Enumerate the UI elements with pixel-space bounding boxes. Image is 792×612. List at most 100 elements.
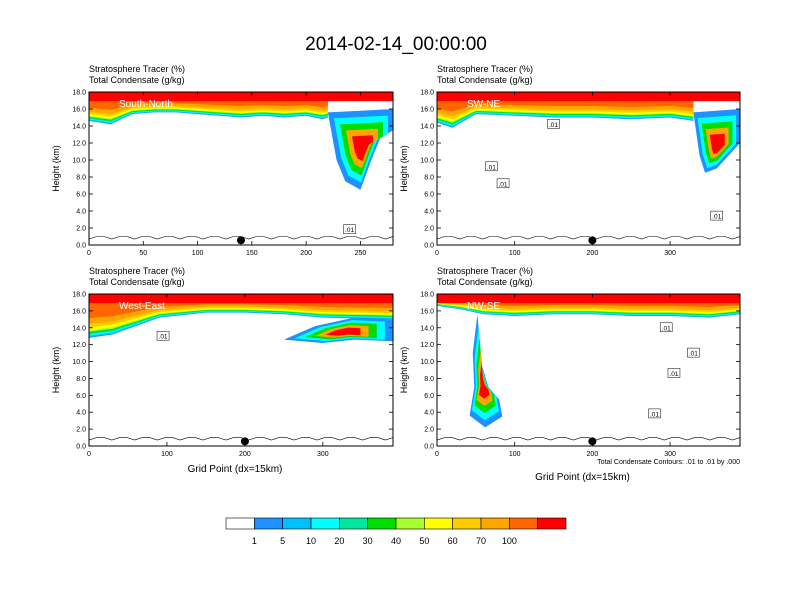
colorbar: 1 5 10 20 30 40 50 60 70 100 bbox=[225, 517, 567, 546]
colorbar-swatch bbox=[225, 517, 255, 530]
contour-note: Total Condensate Contours: .01 to .01 by… bbox=[597, 459, 740, 466]
condensate-contour bbox=[437, 236, 740, 240]
y-tick-label: 12.0 bbox=[72, 141, 86, 148]
x-tick-label: 200 bbox=[239, 451, 251, 458]
x-tick-label: 100 bbox=[192, 250, 204, 257]
contour-label: .01 bbox=[499, 181, 508, 188]
colorbar-label: 1 bbox=[252, 536, 257, 546]
colorbar-label: 30 bbox=[363, 536, 373, 546]
colorbar-swatch bbox=[537, 517, 567, 530]
colorbar-swatch bbox=[480, 517, 510, 530]
colorbar-label: 40 bbox=[391, 536, 401, 546]
y-tick-label: 14.0 bbox=[72, 124, 86, 131]
contour-label: .01 bbox=[662, 325, 671, 332]
tracer-top-band bbox=[89, 92, 393, 102]
colorbar-swatch bbox=[395, 517, 425, 530]
section-label: NW-SE bbox=[467, 301, 500, 312]
y-tick-label: 8.0 bbox=[424, 376, 434, 383]
y-tick-label: 2.0 bbox=[76, 427, 86, 434]
tracer-plume bbox=[479, 362, 490, 399]
x-tick-label: 100 bbox=[509, 451, 521, 458]
location-marker bbox=[588, 437, 597, 446]
contour-label-box bbox=[496, 178, 510, 189]
contour-label-box bbox=[659, 322, 673, 333]
y-tick-label: 12.0 bbox=[420, 342, 434, 349]
y-tick-label: 12.0 bbox=[420, 141, 434, 148]
y-tick-label: 16.0 bbox=[72, 308, 86, 315]
contour-label-box bbox=[710, 210, 723, 221]
panel-subtitle: Stratosphere Tracer (%) bbox=[89, 64, 185, 74]
y-tick-label: 10.0 bbox=[72, 158, 86, 165]
y-tick-label: 10.0 bbox=[72, 359, 86, 366]
y-tick-label: 18.0 bbox=[72, 90, 86, 97]
y-tick-label: 8.0 bbox=[424, 175, 434, 182]
plot-area: .01 .01 .01 .01 bbox=[437, 92, 740, 245]
y-axis-label: Height (km) bbox=[51, 145, 61, 192]
contour-label-box bbox=[547, 119, 560, 129]
colorbar-swatch bbox=[367, 517, 397, 530]
colorbar-label: 50 bbox=[419, 536, 429, 546]
x-axis-label: Grid Point (dx=15km) bbox=[535, 472, 630, 483]
y-tick-label: 10.0 bbox=[420, 359, 434, 366]
plot-area: .01 .01 .01 .01 bbox=[437, 294, 740, 446]
location-marker bbox=[588, 236, 597, 245]
x-tick-label: 300 bbox=[664, 451, 676, 458]
contour-label-box bbox=[648, 408, 661, 419]
y-tick-label: 14.0 bbox=[420, 325, 434, 332]
y-tick-label: 12.0 bbox=[72, 342, 86, 349]
y-tick-label: 16.0 bbox=[72, 107, 86, 114]
location-marker bbox=[240, 437, 249, 446]
colorbar-swatch bbox=[509, 517, 538, 530]
panel-3: .01 Stratosphere Tracer (%)Total Condensa… bbox=[51, 266, 394, 475]
tracer-plume bbox=[709, 133, 725, 155]
figure-title: 2014-02-14_00:00:00 bbox=[305, 34, 487, 55]
y-tick-label: 6.0 bbox=[76, 192, 86, 199]
contour-label: .01 bbox=[650, 411, 659, 418]
y-tick-label: 8.0 bbox=[76, 376, 86, 383]
x-tick-label: 200 bbox=[587, 250, 599, 257]
location-marker bbox=[237, 236, 245, 245]
y-tick-label: 14.0 bbox=[72, 325, 86, 332]
panel-subtitle: Total Condensate (g/kg) bbox=[89, 75, 185, 85]
colorbar-label: 100 bbox=[502, 536, 517, 546]
x-tick-label: 50 bbox=[139, 250, 147, 257]
condensate-contour bbox=[89, 236, 393, 240]
contour-label-box bbox=[343, 224, 356, 234]
colorbar-label: 10 bbox=[306, 536, 316, 546]
y-tick-label: 2.0 bbox=[424, 427, 434, 434]
y-tick-label: 4.0 bbox=[424, 209, 434, 216]
tracer-top-band bbox=[89, 294, 393, 304]
contour-label-box bbox=[687, 347, 700, 358]
section-label: SW-NE bbox=[467, 99, 500, 110]
x-tick-label: 200 bbox=[300, 250, 312, 257]
contour-label-box bbox=[156, 330, 170, 341]
x-tick-label: 300 bbox=[317, 451, 329, 458]
plot-frame bbox=[88, 293, 394, 447]
colorbar-swatch bbox=[339, 517, 368, 530]
contour-label: .01 bbox=[669, 371, 678, 378]
y-tick-label: 8.0 bbox=[76, 175, 86, 182]
condensate-contour bbox=[89, 437, 393, 441]
tracer-top-band bbox=[437, 92, 740, 102]
x-tick-label: 150 bbox=[246, 250, 258, 257]
tracer-plume bbox=[352, 135, 373, 162]
y-tick-label: 18.0 bbox=[420, 292, 434, 299]
y-tick-label: 0.0 bbox=[424, 444, 434, 451]
panel-subtitle: Stratosphere Tracer (%) bbox=[437, 64, 533, 74]
section-label: South-North bbox=[119, 99, 173, 110]
section-label: West-East bbox=[119, 301, 165, 312]
colorbar-label: 60 bbox=[448, 536, 458, 546]
y-tick-label: 4.0 bbox=[76, 410, 86, 417]
x-tick-label: 0 bbox=[435, 451, 439, 458]
contour-label: .01 bbox=[487, 164, 496, 171]
panel-subtitle: Stratosphere Tracer (%) bbox=[437, 266, 533, 276]
y-tick-label: 14.0 bbox=[420, 124, 434, 131]
colorbar-swatch bbox=[254, 517, 283, 530]
x-tick-label: 200 bbox=[587, 451, 599, 458]
x-tick-label: 0 bbox=[87, 451, 91, 458]
y-tick-label: 18.0 bbox=[420, 90, 434, 97]
y-axis-label: Height (km) bbox=[399, 145, 409, 192]
